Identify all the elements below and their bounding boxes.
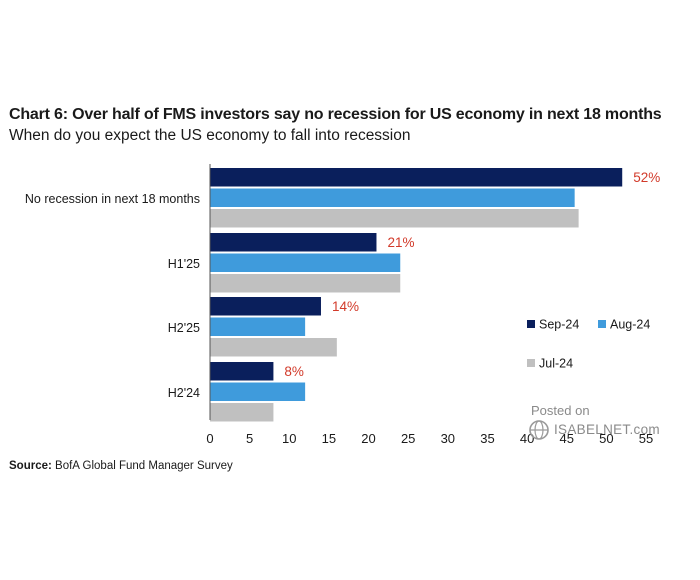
watermark-posted-on: Posted on	[531, 403, 590, 418]
source-note: Source: BofA Global Fund Manager Survey	[9, 460, 233, 472]
x-tick-label: 25	[401, 431, 415, 446]
x-tick-labels-layer: 0 5 10 15 20 25 30 35 40 45 50 55	[206, 431, 653, 446]
chart-subtitle: When do you expect the US economy to fal…	[9, 127, 411, 144]
x-tick-label: 30	[441, 431, 455, 446]
bar	[210, 362, 274, 381]
legend-label: Sep-24	[539, 318, 579, 332]
category-label: H1'25	[168, 257, 200, 271]
bar	[210, 338, 337, 357]
x-tick-label: 45	[559, 431, 573, 446]
data-label: 14%	[332, 299, 359, 314]
bars-layer	[210, 168, 623, 422]
globe-icon	[529, 420, 549, 440]
bar	[210, 253, 401, 272]
x-tick-label: 15	[322, 431, 336, 446]
x-tick-label: 50	[599, 431, 613, 446]
bar	[210, 297, 321, 316]
data-label: 8%	[284, 364, 304, 379]
legend-swatch	[598, 320, 606, 328]
source-text: BofA Global Fund Manager Survey	[55, 460, 233, 472]
legend-swatch	[527, 359, 535, 367]
bar	[210, 382, 306, 401]
x-tick-label: 20	[361, 431, 375, 446]
legend-swatch	[527, 320, 535, 328]
data-label: 21%	[387, 235, 414, 250]
category-label: H2'25	[168, 321, 200, 335]
x-tick-label: 5	[246, 431, 253, 446]
x-tick-label: 0	[206, 431, 213, 446]
source-label: Source:	[9, 460, 52, 472]
bar	[210, 274, 401, 293]
chart-title: Chart 6: Over half of FMS investors say …	[9, 106, 662, 123]
watermark-site: ISABELNET.com	[554, 422, 660, 437]
bar	[210, 188, 575, 207]
category-labels-layer: No recession in next 18 months H1'25 H2'25…	[25, 192, 200, 400]
legend: Sep-24 Aug-24 Jul-24	[527, 318, 650, 371]
legend-label: Aug-24	[610, 318, 650, 332]
data-labels-layer: 52% 21% 14% 8%	[284, 170, 660, 379]
bar	[210, 233, 377, 252]
data-label: 52%	[633, 170, 660, 185]
category-label: H2'24	[168, 386, 200, 400]
bar	[210, 403, 274, 422]
x-tick-label: 55	[639, 431, 653, 446]
category-label: No recession in next 18 months	[25, 192, 200, 206]
legend-label: Jul-24	[539, 357, 573, 371]
x-tick-label: 10	[282, 431, 296, 446]
watermark: Posted on ISABELNET.com	[528, 403, 668, 443]
bar	[210, 168, 623, 187]
bar	[210, 209, 579, 228]
x-tick-label: 35	[480, 431, 494, 446]
bar	[210, 317, 306, 336]
